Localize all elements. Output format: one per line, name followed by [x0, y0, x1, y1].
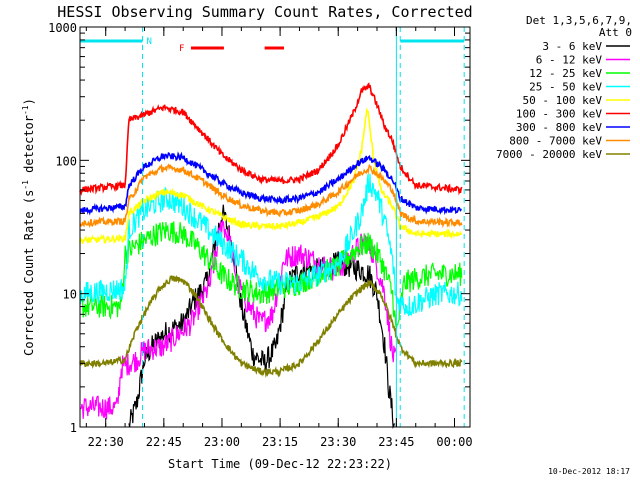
legend-label: 50 - 100 keV: [523, 94, 603, 107]
series-line-6: [79, 82, 463, 197]
x-tick-label: 22:30: [88, 435, 124, 449]
x-tick-label: 23:30: [320, 435, 356, 449]
x-tick-label: 23:45: [378, 435, 414, 449]
legend-header-line-1: Det 1,3,5,6,7,9,: [526, 14, 632, 27]
legend-header-line-2: Att 0: [599, 26, 632, 39]
x-axis-label: Start Time (09-Dec-12 22:23:22): [168, 457, 392, 471]
flare-flag-label: F: [179, 44, 184, 54]
legend-label: 7000 - 20000 keV: [496, 148, 602, 161]
y-tick-label: 10: [63, 288, 77, 302]
legend-label: 6 - 12 keV: [536, 54, 603, 67]
series-line-7: [79, 151, 462, 216]
legend-label: 25 - 50 keV: [529, 81, 602, 94]
axis-layer: 1 10 100 1000 22:30 22:45 23:00 23:15 23:30 23:45…: [48, 21, 472, 449]
series-line-9: [79, 274, 463, 379]
chart-title: HESSI Observing Summary Count Rates, Cor…: [57, 3, 472, 21]
y-axis-label: Corrected Count Rate (s-1 detector-1): [21, 98, 36, 356]
x-tick-label: 23:15: [262, 435, 298, 449]
footer-date: 10-Dec-2012 18:17: [548, 467, 630, 476]
y-tick-label: 1: [70, 421, 77, 435]
y-tick-label: 100: [55, 154, 77, 168]
x-tick-label: 22:45: [146, 435, 182, 449]
series-line-2: [79, 219, 397, 420]
plot-frame: [79, 26, 471, 428]
night-flag-label: N: [147, 37, 152, 47]
legend-label: 12 - 25 keV: [529, 67, 602, 80]
series-line-5: [79, 107, 462, 244]
flag-layer: NF: [80, 37, 465, 54]
x-tick-label: 00:00: [436, 435, 472, 449]
series-line-8: [79, 163, 463, 229]
x-tick-label: 23:00: [204, 435, 240, 449]
legend-label: 300 - 800 keV: [516, 121, 602, 134]
series-line-1: [128, 204, 395, 429]
legend-label: 3 - 6 keV: [542, 40, 602, 53]
series-line-4: [79, 173, 463, 317]
legend-label: 100 - 300 keV: [516, 108, 602, 121]
series-layer: [79, 82, 463, 429]
legend-label: 800 - 7000 keV: [509, 135, 602, 148]
y-tick-label: 1000: [48, 21, 77, 35]
